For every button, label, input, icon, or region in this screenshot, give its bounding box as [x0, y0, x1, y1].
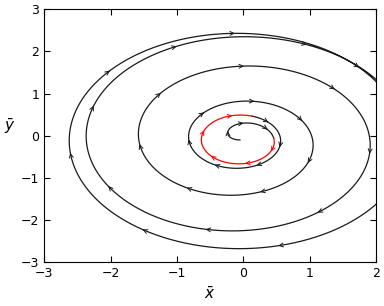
X-axis label: $\bar{x}$: $\bar{x}$ — [204, 286, 216, 302]
Y-axis label: $\bar{y}$: $\bar{y}$ — [4, 117, 16, 136]
